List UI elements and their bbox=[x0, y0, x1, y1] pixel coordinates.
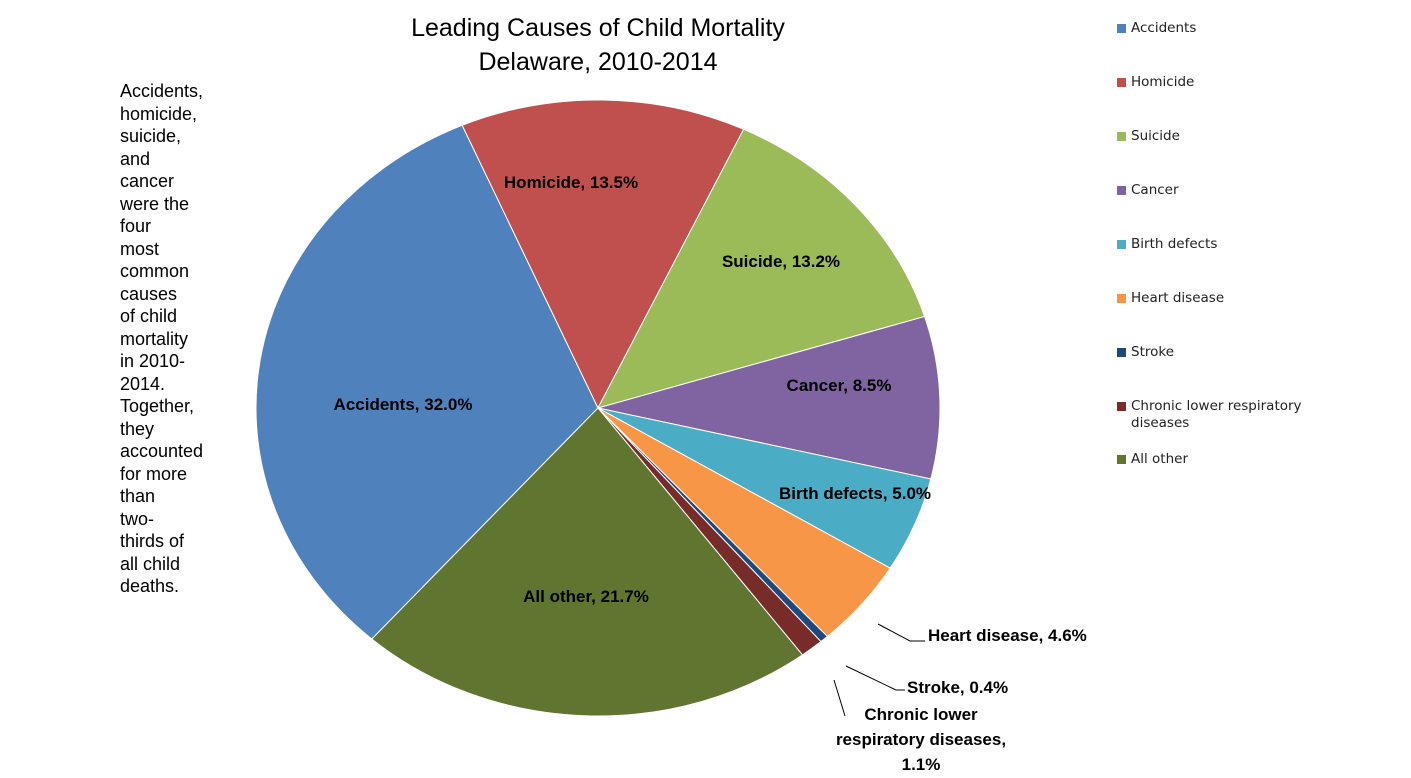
pie-slice bbox=[597, 128, 926, 409]
legend-label: Cancer bbox=[1131, 182, 1179, 198]
data-label: Suicide, 13.2% bbox=[722, 252, 840, 271]
legend-label: Suicide bbox=[1131, 128, 1180, 144]
legend-item: All other bbox=[1117, 451, 1407, 505]
legend-item: Heart disease bbox=[1117, 290, 1407, 344]
data-label: Cancer, 8.5% bbox=[787, 376, 892, 395]
legend-item: Accidents bbox=[1117, 20, 1407, 74]
pie-slice bbox=[255, 124, 599, 640]
legend-item: Cancer bbox=[1117, 182, 1407, 236]
legend-item: Birth defects bbox=[1117, 236, 1407, 290]
legend-label: All other bbox=[1131, 451, 1188, 467]
data-label: Heart disease, 4.6% bbox=[928, 626, 1087, 645]
legend-swatch bbox=[1117, 186, 1126, 195]
legend-item: Chronic lower respiratory diseases bbox=[1117, 398, 1407, 451]
pie-slice bbox=[597, 315, 941, 480]
legend-swatch bbox=[1117, 402, 1126, 411]
data-label: Chronic lower respiratory diseases, 1.1% bbox=[836, 705, 1006, 774]
chart-title: Delaware, 2010-2014 bbox=[478, 48, 717, 76]
legend-item: Suicide bbox=[1117, 128, 1407, 182]
leader-line bbox=[845, 665, 905, 691]
legend: Accidents Homicide Suicide Cancer Birth defe… bbox=[1117, 20, 1407, 505]
legend-swatch bbox=[1117, 455, 1126, 464]
legend-label: Accidents bbox=[1131, 20, 1197, 36]
legend-label: Homicide bbox=[1131, 74, 1195, 90]
legend-swatch bbox=[1117, 78, 1126, 87]
chart-title: Leading Causes of Child Mortality bbox=[411, 14, 785, 42]
legend-swatch bbox=[1117, 24, 1126, 33]
leader-line bbox=[833, 679, 846, 717]
legend-label: Chronic lower respiratory diseases bbox=[1131, 398, 1302, 431]
legend-item: Stroke bbox=[1117, 344, 1407, 398]
description: Accidents, homicide, suicide, and cancer… bbox=[120, 81, 204, 596]
legend-label: Birth defects bbox=[1131, 236, 1218, 252]
legend-label: Heart disease bbox=[1131, 290, 1225, 306]
pie-slice bbox=[461, 99, 745, 410]
legend-swatch bbox=[1117, 240, 1126, 249]
leader-line bbox=[877, 623, 925, 642]
data-label: Homicide, 13.5% bbox=[504, 173, 638, 192]
data-label: All other, 21.7% bbox=[523, 587, 649, 606]
data-label: Accidents, 32.0% bbox=[334, 395, 473, 414]
legend-swatch bbox=[1117, 348, 1126, 357]
data-label: Birth defects, 5.0% bbox=[779, 484, 931, 503]
legend-item: Homicide bbox=[1117, 74, 1407, 128]
legend-label: Stroke bbox=[1131, 344, 1175, 360]
data-label: Stroke, 0.4% bbox=[907, 678, 1008, 697]
pie-slice bbox=[371, 407, 804, 717]
legend-swatch bbox=[1117, 132, 1126, 141]
legend-swatch bbox=[1117, 294, 1126, 303]
